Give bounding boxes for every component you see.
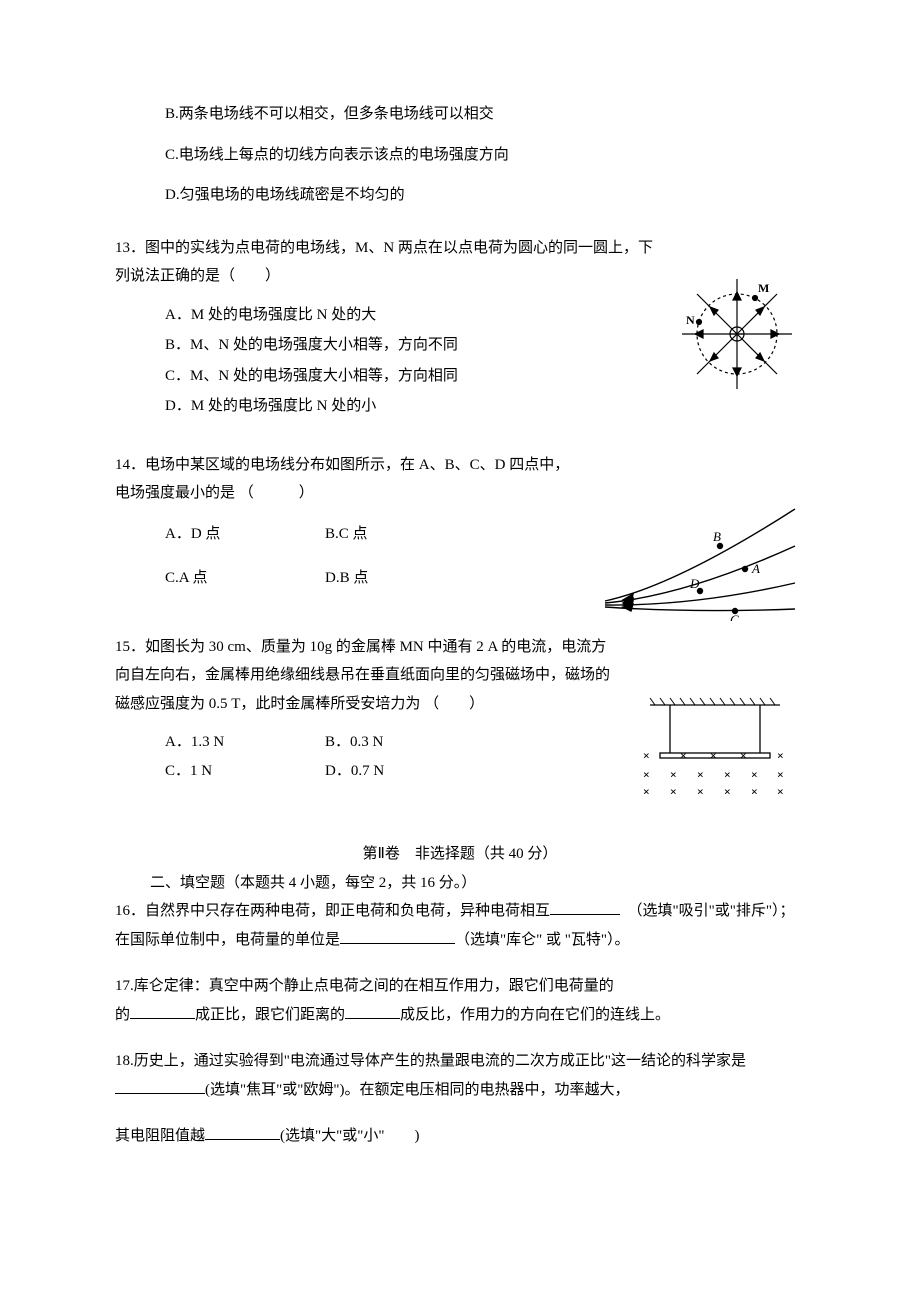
svg-text:×: × <box>751 768 758 781</box>
question-13-stem: 13．图中的实线为点电荷的电场线，M、N 两点在以点电荷为圆心的同一圆上，下列说… <box>115 234 655 291</box>
svg-text:×: × <box>751 785 758 798</box>
part2-instructions: 二、填空题（本题共 4 小题，每空 2，共 16 分。） <box>115 869 805 898</box>
svg-text:×: × <box>777 749 784 762</box>
figure-label-B: B <box>713 529 721 544</box>
blank-2[interactable] <box>340 943 455 944</box>
question-16: 16．自然界中只存在两种电荷，即正电荷和负电荷，异种电荷相互 （选填"吸引"或"… <box>115 897 805 954</box>
figure-label-A: A <box>751 561 760 576</box>
blank-2[interactable] <box>345 1018 400 1019</box>
q16-part1: 自然界中只存在两种电荷，即正电荷和负电荷，异种电荷相互 <box>145 903 550 919</box>
q17-part3: 成反比，作用力的方向在它们的连线上。 <box>400 1007 670 1023</box>
svg-text:×: × <box>670 785 677 798</box>
q18-part1: 历史上，通过实验得到"电流通过导体产生的热量跟电流的二次方成正比"这一结论的科学… <box>134 1053 746 1069</box>
svg-text:×: × <box>777 785 784 798</box>
option-A: A．1.3 N <box>165 728 325 757</box>
question-number: 18. <box>115 1053 134 1069</box>
q18-hint2: (选填"大"或"小" ) <box>280 1128 419 1144</box>
svg-text:×: × <box>710 749 717 762</box>
svg-text:×: × <box>697 768 704 781</box>
stem-text: 电场中某区域的电场线分布如图所示，在 A、B、C、D 四点中，电场强度最小的是 … <box>115 457 569 502</box>
question-15-stem: 15．如图长为 30 cm、质量为 10g 的金属棒 MN 中通有 2 A 的电… <box>115 633 615 719</box>
question-14-stem: 14．电场中某区域的电场线分布如图所示，在 A、B、C、D 四点中，电场强度最小… <box>115 451 575 508</box>
q16-hint2: （选填"库仑" 或 "瓦特"）。 <box>455 932 630 948</box>
figure-label-C: C <box>730 612 739 621</box>
svg-text:×: × <box>777 768 784 781</box>
question-14: 14．电场中某区域的电场线分布如图所示，在 A、B、C、D 四点中，电场强度最小… <box>115 451 805 593</box>
option-B: B.C 点 <box>325 520 485 549</box>
blank-1[interactable] <box>115 1093 205 1094</box>
question-13-figure: M N <box>670 274 805 394</box>
stem-text: 图中的实线为点电荷的电场线，M、N 两点在以点电荷为圆心的同一圆上，下列说法正确… <box>115 240 653 285</box>
question-number: 14． <box>115 457 145 473</box>
blank-2[interactable] <box>205 1139 280 1140</box>
option-D: D.匀强电场的电场线疏密是不均匀的 <box>115 181 805 210</box>
figure-label-N: N <box>686 313 695 327</box>
question-15-figure: ××××× ×××××× ×××××× <box>625 693 805 803</box>
svg-text:×: × <box>643 785 650 798</box>
option-D: D．0.7 N <box>325 757 485 786</box>
option-D: D.B 点 <box>325 564 485 593</box>
svg-text:×: × <box>680 749 687 762</box>
option-C: C.电场线上每点的切线方向表示该点的电场强度方向 <box>115 141 805 170</box>
blank-1[interactable] <box>550 914 620 915</box>
svg-text:×: × <box>740 749 747 762</box>
question-17: 17.库仑定律：真空中两个静止点电荷之间的在相互作用力，跟它们电荷量的 的成正比… <box>115 972 805 1029</box>
question-number: 16． <box>115 903 145 919</box>
figure-label-M: M <box>758 281 769 295</box>
option-C: C．M、N 处的电场强度大小相等，方向相同 <box>165 362 655 391</box>
q18-hint1: (选填"焦耳"或"欧姆")。在额定电压相同的电热器中，功率越大， <box>205 1082 630 1098</box>
option-C: C．1 N <box>165 757 325 786</box>
svg-text:×: × <box>670 768 677 781</box>
option-B: B.两条电场线不可以相交，但多条电场线可以相交 <box>115 100 805 129</box>
svg-text:×: × <box>724 785 731 798</box>
question-12-partial: B.两条电场线不可以相交，但多条电场线可以相交 C.电场线上每点的切线方向表示该… <box>115 100 805 210</box>
option-A: A．M 处的电场强度比 N 处的大 <box>165 301 655 330</box>
question-number: 15． <box>115 639 145 655</box>
figure-label-D: D <box>689 576 700 591</box>
q17-part2: 成正比，跟它们距离的 <box>195 1007 345 1023</box>
svg-text:×: × <box>643 768 650 781</box>
svg-text:×: × <box>697 785 704 798</box>
question-number: 13． <box>115 240 145 256</box>
question-18: 18.历史上，通过实验得到"电流通过导体产生的热量跟电流的二次方成正比"这一结论… <box>115 1047 805 1151</box>
option-B: B．M、N 处的电场强度大小相等，方向不同 <box>165 331 655 360</box>
question-number: 17. <box>115 978 134 994</box>
part2-title: 第Ⅱ卷 非选择题（共 40 分） <box>115 840 805 869</box>
blank-1[interactable] <box>130 1018 195 1019</box>
option-A: A．D 点 <box>165 520 325 549</box>
stem-text: 如图长为 30 cm、质量为 10g 的金属棒 MN 中通有 2 A 的电流，电… <box>115 639 610 712</box>
q18-part2: 其电阻阻值越 <box>115 1128 205 1144</box>
question-15: 15．如图长为 30 cm、质量为 10g 的金属棒 MN 中通有 2 A 的电… <box>115 633 805 786</box>
question-13: 13．图中的实线为点电荷的电场线，M、N 两点在以点电荷为圆心的同一圆上，下列说… <box>115 234 805 421</box>
q17-part1: 库仑定律：真空中两个静止点电荷之间的在相互作用力，跟它们电荷量的 <box>134 978 614 994</box>
question-14-figure: A B C D <box>585 491 805 621</box>
option-B: B．0.3 N <box>325 728 485 757</box>
option-D: D．M 处的电场强度比 N 处的小 <box>165 392 655 421</box>
svg-text:×: × <box>643 749 650 762</box>
svg-text:×: × <box>724 768 731 781</box>
option-C: C.A 点 <box>165 564 325 593</box>
